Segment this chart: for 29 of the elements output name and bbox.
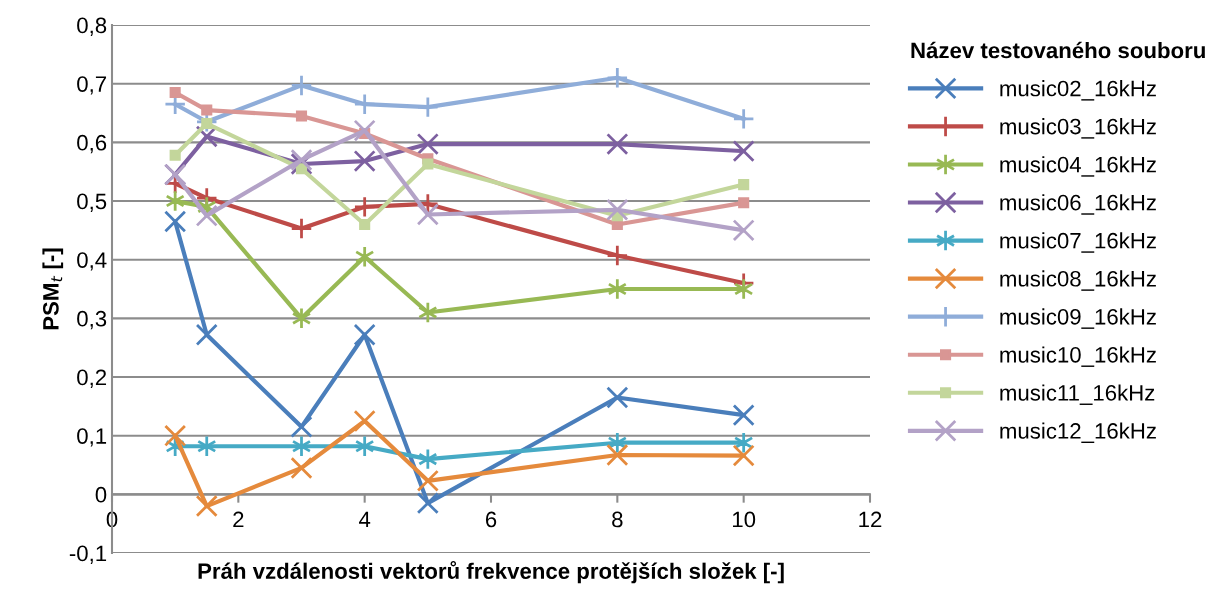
legend-title: Název testovaného souboru — [911, 41, 1205, 59]
legend-label: music07_16kHz — [1000, 232, 1156, 253]
y-tick-label: 0,3 — [77, 310, 107, 330]
legend-label: music12_16kHz — [1000, 422, 1156, 444]
legend-label: music08_16kHz — [1000, 270, 1156, 291]
legend-label: music02_16kHz — [1000, 80, 1156, 101]
legend-label: music06_16kHz — [1000, 194, 1156, 215]
legend-label: music04_16kHz — [1000, 156, 1156, 177]
y-tick-label: 0,8 — [77, 17, 107, 36]
y-tick-label: 0,4 — [77, 252, 107, 271]
y-tick-label: 0 — [95, 486, 107, 503]
y-tick-label: 0,7 — [77, 76, 107, 95]
x-tick-label: 8 — [612, 511, 623, 528]
y-tick-label: -0,1 — [69, 545, 107, 564]
y-tick-label: 0,6 — [77, 134, 107, 154]
legend-label: music09_16kHz — [1000, 308, 1156, 329]
y-tick-label: 0,2 — [77, 369, 107, 388]
legend-label: music10_16kHz — [1000, 346, 1156, 367]
x-tick-label: 4 — [359, 511, 371, 528]
x-tick-label: 10 — [733, 511, 756, 528]
y-axis-title: PSM$_{t}$ [-] — [42, 248, 64, 330]
x-axis-title: Práh vzdálenosti vektorů frekvence protějších složek [-] — [198, 560, 784, 584]
y-tick-label: 0,5 — [77, 193, 107, 212]
y-tick-label: 0,1 — [77, 428, 107, 447]
x-tick-label: 12 — [859, 511, 882, 528]
x-tick-label: 2 — [233, 511, 244, 528]
legend-label: music03_16kHz — [1000, 118, 1156, 139]
legend-label: music11_16kHz — [1000, 384, 1155, 405]
x-tick-label: 6 — [485, 511, 497, 528]
